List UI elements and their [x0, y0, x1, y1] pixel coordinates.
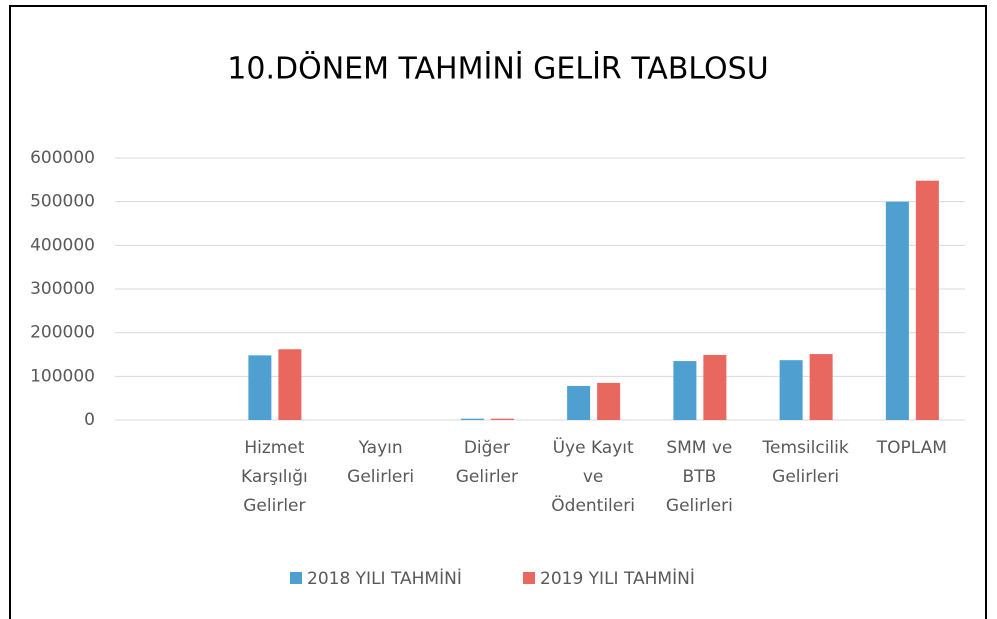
- bar: [703, 354, 727, 420]
- bar: [809, 354, 833, 420]
- bar: [567, 385, 591, 420]
- x-tick-label: TOPLAM: [876, 438, 947, 458]
- legend-swatch: [523, 572, 535, 584]
- x-tick-label: Yayın Gelirleri: [347, 438, 415, 487]
- bar: [248, 355, 272, 420]
- bar: [597, 382, 621, 420]
- border: [9, 5, 987, 619]
- bar: [885, 201, 909, 420]
- bar: [779, 360, 803, 420]
- chart-title: 10.DÖNEM TAHMİNİ GELİR TABLOSU: [227, 51, 768, 87]
- y-tick-label: 100000: [30, 366, 95, 386]
- legend-swatch: [290, 572, 302, 584]
- bar: [278, 349, 302, 420]
- x-tick-label: SMM ve BTB Gelirleri: [665, 438, 733, 516]
- y-tick-label: 300000: [30, 279, 95, 299]
- legend-label: 2019 YILI TAHMİNİ: [540, 568, 695, 589]
- bar: [915, 180, 939, 420]
- y-tick-label: 200000: [30, 323, 95, 343]
- x-tick-label: Temsilcilik Gelirleri: [762, 438, 849, 487]
- y-tick-label: 500000: [30, 192, 95, 212]
- x-tick-label: Hizmet Karşılığı Gelirler: [240, 438, 308, 516]
- bar: [490, 418, 514, 420]
- x-tick-label: Üye Kayıt ve Ödentileri: [551, 438, 635, 516]
- legend-label: 2018 YILI TAHMİNİ: [307, 568, 462, 589]
- y-tick-label: 400000: [30, 235, 95, 255]
- y-tick-label: 600000: [30, 148, 95, 168]
- bar: [460, 418, 484, 420]
- bar: [673, 361, 697, 420]
- y-tick-label: 0: [84, 410, 95, 430]
- x-tick-label: Diğer Gelirler: [455, 438, 518, 487]
